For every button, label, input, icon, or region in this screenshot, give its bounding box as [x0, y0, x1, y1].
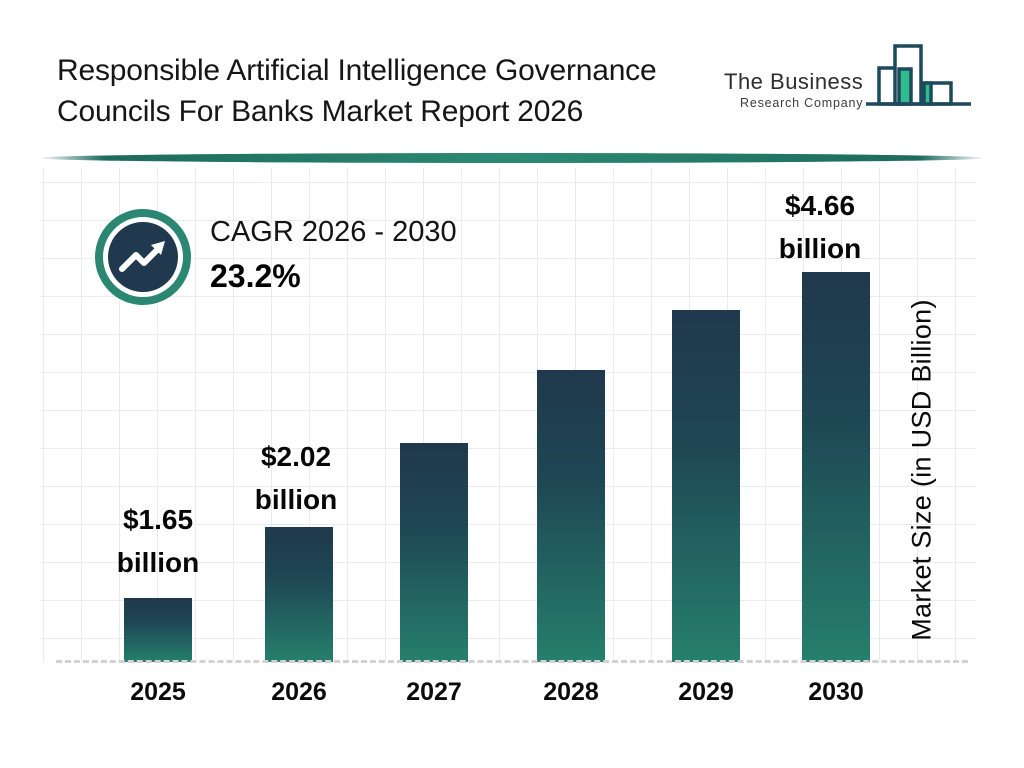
cagr-badge [95, 209, 191, 305]
logo-bar-chart-icon [866, 44, 972, 106]
x-axis-dashed-line [56, 660, 968, 663]
company-logo-text: The Business Research Company [724, 69, 863, 116]
cagr-value: 23.2% [210, 258, 301, 294]
bar-2029 [672, 310, 740, 662]
page-title-line1: Responsible Artificial Intelligence Gove… [57, 54, 657, 87]
value-label-2025: $1.65 billion [86, 498, 230, 584]
value-label-2030: $4.66 billion [748, 184, 892, 270]
x-tick-2029: 2029 [678, 678, 734, 706]
value-label-2026: $2.02 billion [224, 435, 368, 521]
x-tick-2025: 2025 [130, 678, 186, 706]
bar-2026 [265, 527, 333, 662]
company-name: The Business [724, 69, 864, 94]
value-label-2025-amount: $1.65 [122, 504, 194, 535]
company-logo: The Business Research Company [724, 42, 973, 116]
value-label-2025-unit: billion [116, 547, 200, 578]
company-subtitle: Research Company [740, 96, 864, 110]
value-label-2026-amount: $2.02 [260, 441, 332, 472]
cagr-label: CAGR 2026 - 2030 [210, 216, 457, 248]
value-label-2026-unit: billion [254, 484, 338, 515]
x-tick-2030: 2030 [808, 678, 864, 706]
bar-2025 [124, 598, 192, 662]
trend-up-icon [108, 222, 178, 292]
bar-2030 [802, 272, 870, 662]
x-tick-2028: 2028 [543, 678, 599, 706]
bar-2027 [400, 443, 468, 662]
bar-2028 [537, 370, 605, 662]
x-tick-2026: 2026 [271, 678, 327, 706]
x-tick-2027: 2027 [406, 678, 462, 706]
separator-swoosh [38, 153, 986, 163]
page-title-line2: Councils For Banks Market Report 2026 [57, 95, 584, 128]
y-axis-label: Market Size (in USD Billion) [906, 299, 937, 641]
page-title: Responsible Artificial Intelligence Gove… [57, 50, 747, 132]
value-label-2030-unit: billion [778, 233, 862, 264]
value-label-2030-amount: $4.66 [784, 190, 856, 221]
